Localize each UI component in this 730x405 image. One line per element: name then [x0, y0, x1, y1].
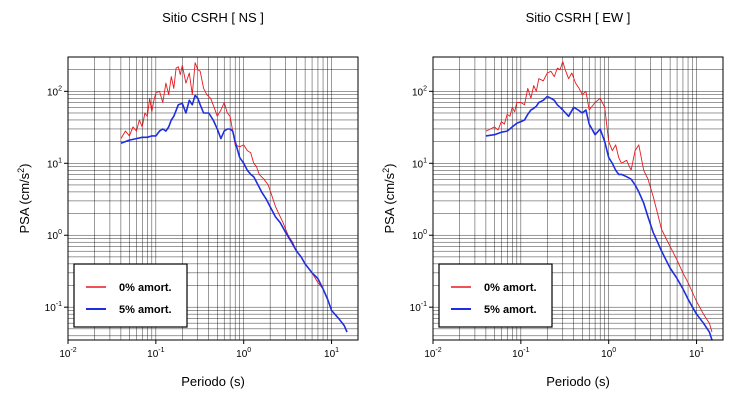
tick-exponent: 1 — [335, 347, 339, 354]
x-tick-label: 10-1 — [512, 347, 529, 360]
legend-box — [73, 263, 188, 328]
legend-box — [438, 263, 553, 328]
tick-exponent: -2 — [70, 347, 76, 354]
chart-panel-ew: Sitio CSRH [ EW ] 10-2 10-1 100 101 10-1100… — [381, 10, 724, 389]
tick-exponent: 0 — [247, 347, 251, 354]
tick-exponent: -1 — [421, 301, 427, 308]
series-group — [120, 62, 348, 333]
y-tick-label: 102 — [412, 85, 427, 98]
chart-title: Sitio CSRH [ EW ] — [526, 10, 631, 25]
legend: 0% amort. 5% amort. — [73, 263, 188, 328]
x-axis-ticks: 10-2 10-1 100 101 — [59, 340, 339, 360]
series-group — [485, 61, 713, 341]
y-tick-label: 10-1 — [45, 301, 62, 314]
tick-base: 10 — [412, 159, 424, 170]
tick-base: 10 — [410, 303, 422, 314]
y-tick-label: 10-1 — [410, 301, 427, 314]
plot-frame — [67, 56, 359, 341]
x-tick-label: 100 — [236, 347, 251, 360]
tick-base: 10 — [236, 349, 248, 360]
y-axis-label-base: PSA (cm/s — [382, 172, 397, 233]
y-axis-label-base: PSA (cm/s — [17, 172, 32, 233]
legend-label-0pct: 0% amort. — [119, 282, 172, 294]
series-line-0pct — [485, 61, 713, 333]
series-line-5pct — [120, 94, 348, 333]
tick-exponent: -1 — [523, 347, 529, 354]
x-tick-label: 100 — [601, 347, 616, 360]
legend-label-0pct: 0% amort. — [484, 282, 537, 294]
x-axis-label: Periodo (s) — [181, 374, 245, 389]
tick-exponent: 1 — [58, 157, 62, 164]
y-tick-label: 102 — [47, 85, 62, 98]
tick-exponent: 0 — [612, 347, 616, 354]
chart-title: Sitio CSRH [ NS ] — [162, 10, 264, 25]
tick-exponent: -1 — [56, 301, 62, 308]
tick-base: 10 — [412, 87, 424, 98]
y-axis-label-sup: 2 — [381, 168, 391, 173]
tick-base: 10 — [147, 349, 159, 360]
tick-base: 10 — [59, 349, 71, 360]
y-axis-label: PSA (cm/s2) — [381, 163, 397, 233]
tick-exponent: -1 — [158, 347, 164, 354]
tick-base: 10 — [412, 231, 424, 242]
tick-base: 10 — [512, 349, 524, 360]
tick-base: 10 — [324, 349, 336, 360]
tick-base: 10 — [689, 349, 701, 360]
tick-exponent: 0 — [423, 229, 427, 236]
y-axis-label: PSA (cm/s2) — [16, 163, 32, 233]
legend: 0% amort. 5% amort. — [438, 263, 553, 328]
tick-exponent: 2 — [58, 85, 62, 92]
tick-exponent: 1 — [423, 157, 427, 164]
x-tick-label: 101 — [324, 347, 339, 360]
y-tick-label: 101 — [47, 157, 62, 170]
legend-label-5pct: 5% amort. — [119, 304, 172, 316]
y-tick-label: 100 — [412, 229, 427, 242]
x-axis-label: Periodo (s) — [546, 374, 610, 389]
tick-base: 10 — [47, 231, 59, 242]
chart-panel-ns: Sitio CSRH [ NS ] 10-2 10-1 100 101 10-1100… — [16, 10, 359, 389]
tick-base: 10 — [47, 159, 59, 170]
y-axis-label-tail: ) — [17, 163, 32, 167]
tick-base: 10 — [601, 349, 613, 360]
legend-label-5pct: 5% amort. — [484, 304, 537, 316]
tick-base: 10 — [47, 87, 59, 98]
plot-frame — [432, 56, 724, 341]
x-tick-label: 101 — [689, 347, 704, 360]
y-axis-label-sup: 2 — [16, 168, 26, 173]
tick-exponent: 0 — [58, 229, 62, 236]
tick-exponent: 2 — [423, 85, 427, 92]
tick-base: 10 — [45, 303, 57, 314]
x-tick-label: 10-2 — [424, 347, 441, 360]
tick-exponent: -2 — [435, 347, 441, 354]
y-axis-label-tail: ) — [382, 163, 397, 167]
tick-exponent: 1 — [700, 347, 704, 354]
y-tick-label: 101 — [412, 157, 427, 170]
y-tick-label: 100 — [47, 229, 62, 242]
x-tick-label: 10-2 — [59, 347, 76, 360]
x-axis-ticks: 10-2 10-1 100 101 — [424, 340, 704, 360]
tick-base: 10 — [424, 349, 436, 360]
x-tick-label: 10-1 — [147, 347, 164, 360]
series-line-5pct — [485, 95, 713, 341]
